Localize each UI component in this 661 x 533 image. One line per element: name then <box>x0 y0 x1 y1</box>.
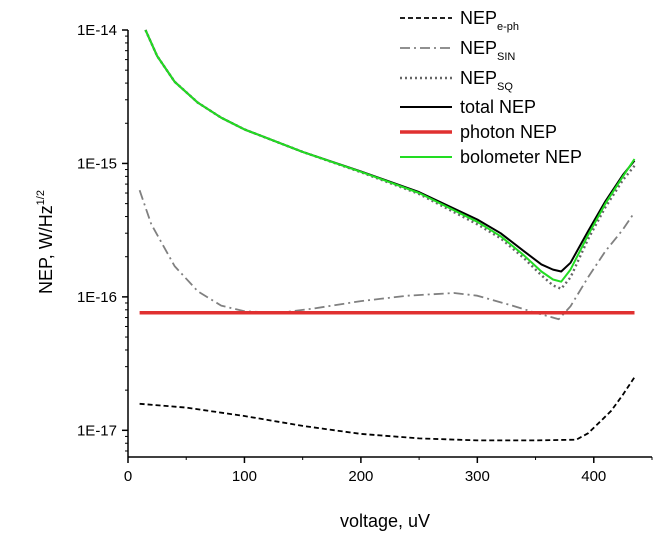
series-line-1 <box>138 189 636 321</box>
y-axis-title-sup: 1/2 <box>35 190 47 205</box>
series-line-0 <box>139 376 636 442</box>
legend: NEPe-ph NEPSIN NEPSQ total NEP photon NEP bol… <box>400 8 582 167</box>
legend-label-0: NEPe-ph <box>460 8 519 33</box>
legend-label-1: NEPSIN <box>460 38 515 63</box>
legend-label-4: photon NEP <box>460 122 557 142</box>
y-tick-label-2: 1E-15 <box>77 155 117 172</box>
y-axis-title: NEP, W/Hz1/2 <box>35 190 56 294</box>
legend-label-3: total NEP <box>460 97 536 117</box>
legend-label-2: NEPSQ <box>460 68 513 93</box>
x-tick-label-3: 300 <box>465 468 490 485</box>
series-layer <box>138 29 636 442</box>
legend-label-5: bolometer NEP <box>460 147 582 167</box>
y-tick-label-3: 1E-14 <box>77 22 117 39</box>
axes-layer: 0 100 200 300 400 1E-17 1E-16 1E-15 1E-14 <box>77 22 653 485</box>
x-tick-label-1: 100 <box>232 468 257 485</box>
x-axis-title: voltage, uV <box>340 511 430 531</box>
x-tick-label-2: 200 <box>348 468 373 485</box>
x-tick-label-0: 0 <box>124 468 132 485</box>
y-tick-label-1: 1E-16 <box>77 289 117 306</box>
series-line-5 <box>144 29 636 283</box>
x-tick-label-4: 400 <box>581 468 606 485</box>
y-tick-label-0: 1E-17 <box>77 422 117 439</box>
y-axis-title-main: NEP, W/Hz <box>36 205 56 294</box>
